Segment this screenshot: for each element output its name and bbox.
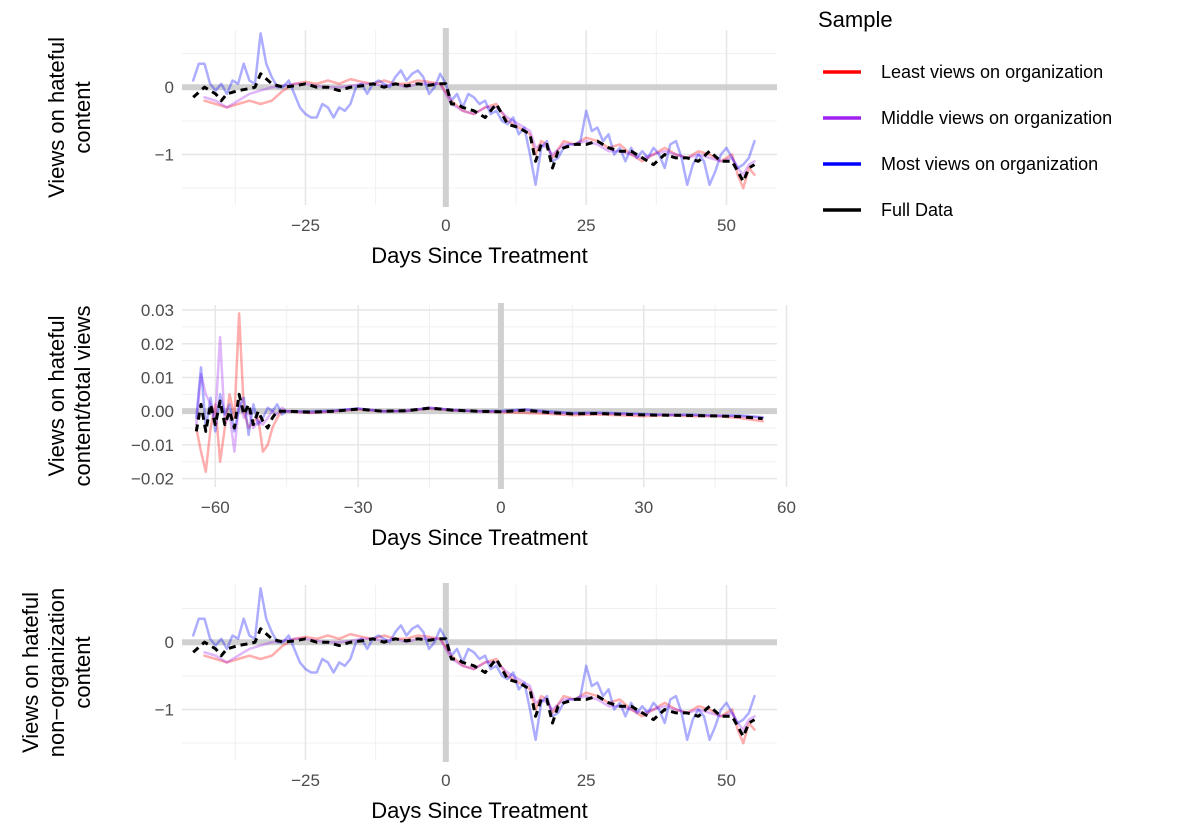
gridlines: [182, 305, 788, 487]
series-line-3: [191, 587, 756, 742]
panels: −25 0 25 50 −1 0 Days Since Treatment Views on …: [18, 28, 796, 823]
series-line-4: [192, 627, 756, 738]
series-line-4: [194, 392, 763, 433]
y-axis-title-line: Views on hateful: [18, 592, 43, 753]
x-tick-label: 50: [717, 216, 736, 235]
x-tick-label: 25: [577, 771, 596, 790]
y-tick-label: −1: [155, 146, 174, 165]
y-axis-title-line: non−organization: [44, 588, 69, 757]
legend-item: Least views on organization: [823, 62, 1103, 82]
x-tick-label: −25: [291, 216, 320, 235]
y-tick-label: −1: [155, 701, 174, 720]
y-tick-label: 0.00: [141, 402, 174, 421]
series-line-3: [191, 32, 756, 187]
legend-title: Sample: [818, 7, 893, 32]
x-tick-label: 0: [496, 498, 505, 517]
x-tick-label: 50: [717, 771, 736, 790]
series-line-1: [203, 632, 756, 745]
legend-item: Middle views on organization: [823, 108, 1112, 128]
x-axis-title: Days Since Treatment: [371, 243, 587, 268]
series-line-2: [203, 637, 756, 731]
y-tick-label: 0: [165, 78, 174, 97]
series-line-1: [203, 77, 756, 190]
gridlines: [182, 585, 777, 760]
y-tick-label: −0.02: [131, 470, 174, 489]
legend-label: Middle views on organization: [881, 108, 1112, 128]
y-tick-label: 0: [165, 633, 174, 652]
x-tick-label: 25: [577, 216, 596, 235]
panel-1: −25 0 25 50 −1 0 Days Since Treatment Views on …: [44, 28, 777, 268]
y-tick-label: −0.01: [131, 436, 174, 455]
x-tick-label: −60: [201, 498, 230, 517]
panel-3: −25 0 25 50 −1 0 Days Since Treatment Views on …: [18, 583, 777, 823]
y-tick-label: 0.03: [141, 301, 174, 320]
x-tick-label: −30: [344, 498, 373, 517]
panel-2: −60 −30 0 30 60 −0.02 −0.01 0.00 0.01 0.02 0.03 Day…: [44, 301, 796, 550]
legend-label: Most views on organization: [881, 154, 1098, 174]
legend: Sample Least views on organization Middle …: [818, 7, 1112, 220]
y-axis-title-line: content: [70, 81, 95, 153]
x-tick-label: 60: [777, 498, 796, 517]
series-line-1: [195, 312, 764, 474]
x-axis-title: Days Since Treatment: [371, 525, 587, 550]
legend-label: Least views on organization: [881, 62, 1103, 82]
x-axis-title: Days Since Treatment: [371, 798, 587, 823]
y-axis-title-line: Views on hateful: [44, 315, 69, 476]
x-tick-label: −25: [291, 771, 320, 790]
y-axis-title-line: content/total views: [70, 306, 95, 487]
y-tick-label: 0.01: [141, 368, 174, 387]
series-line-2: [203, 82, 756, 176]
legend-item: Full Data: [823, 200, 954, 220]
x-tick-label: 0: [441, 771, 450, 790]
series-line-4: [192, 72, 756, 183]
y-tick-label: 0.02: [141, 335, 174, 354]
y-axis-title-line: content: [70, 636, 95, 708]
x-tick-label: 0: [441, 216, 450, 235]
y-axis-title-line: Views on hateful: [44, 37, 69, 198]
legend-label: Full Data: [881, 200, 954, 220]
x-tick-label: 30: [634, 498, 653, 517]
legend-item: Most views on organization: [823, 154, 1098, 174]
